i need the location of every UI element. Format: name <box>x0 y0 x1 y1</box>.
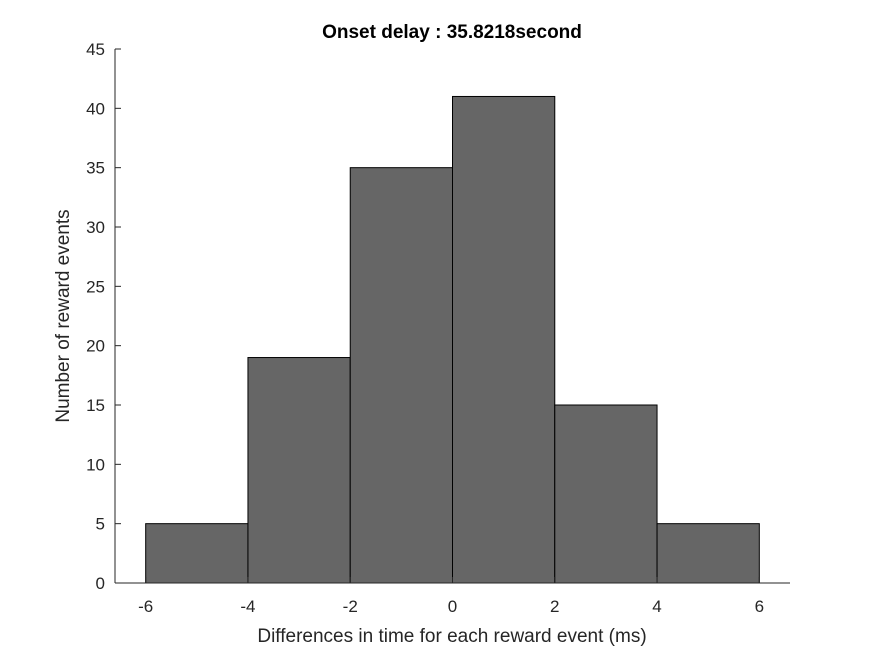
histogram-bar-4 <box>554 404 658 584</box>
x-axis-ticks: -6 -4 -2 0 2 4 6 <box>138 577 764 616</box>
x-tick-label: 2 <box>550 597 559 616</box>
histogram-bar-2 <box>349 167 453 584</box>
y-tick-label: 10 <box>86 455 105 474</box>
y-axis-label: Number of reward events <box>53 209 74 422</box>
y-tick-label: 15 <box>86 396 105 415</box>
y-tick-label: 40 <box>86 99 105 118</box>
y-tick-label: 0 <box>96 574 105 593</box>
histogram-bars <box>145 95 760 584</box>
chart-title: Onset delay : 35.8218second <box>322 22 582 43</box>
x-tick-label: 0 <box>448 597 457 616</box>
y-axis-ticks: 0 5 10 15 20 25 30 35 40 45 <box>86 40 121 593</box>
x-tick-label: -4 <box>240 597 255 616</box>
x-tick-label: 4 <box>652 597 661 616</box>
histogram-bar-5 <box>656 523 760 584</box>
x-tick-label: 6 <box>755 597 764 616</box>
histogram-bar-3 <box>452 95 556 584</box>
histogram-bar-1 <box>247 357 351 584</box>
y-tick-label: 5 <box>96 515 105 534</box>
histogram-bar-0 <box>145 523 249 584</box>
x-tick-label: -6 <box>138 597 153 616</box>
y-tick-label: 30 <box>86 218 105 237</box>
y-tick-label: 35 <box>86 159 105 178</box>
y-tick-label: 25 <box>86 277 105 296</box>
y-tick-label: 45 <box>86 40 105 59</box>
x-axis-label: Differences in time for each reward even… <box>257 626 646 647</box>
x-tick-label: -2 <box>343 597 358 616</box>
y-tick-label: 20 <box>86 337 105 356</box>
